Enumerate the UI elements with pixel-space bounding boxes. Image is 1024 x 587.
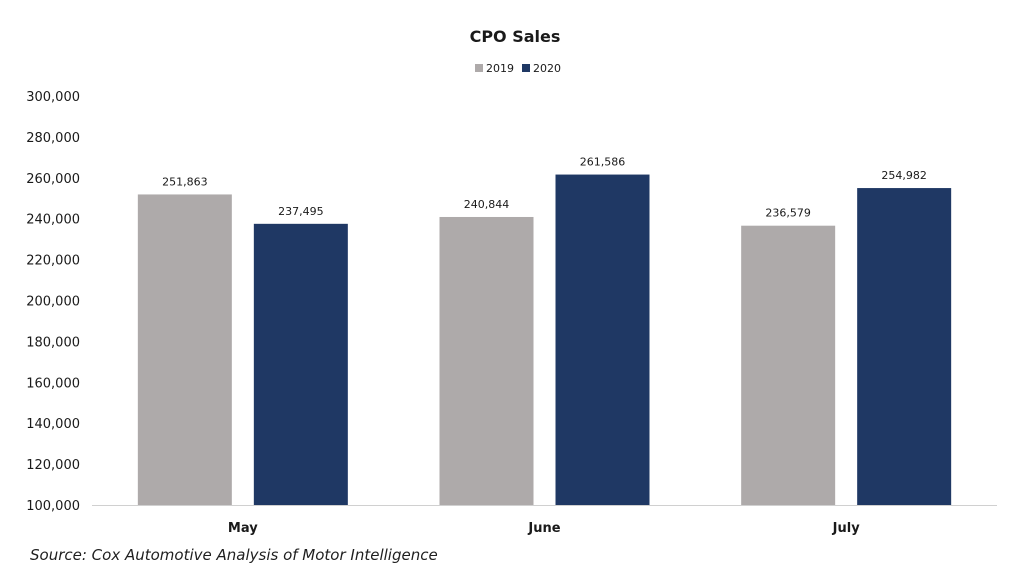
- source-note: Source: Cox Automotive Analysis of Motor…: [30, 546, 438, 564]
- bar-2019-july: [741, 225, 836, 506]
- y-tick-label: 300,000: [26, 90, 80, 105]
- bar-2020-june: [555, 174, 650, 505]
- bar-2020-july: [857, 188, 952, 505]
- data-label: 254,982: [881, 169, 927, 182]
- data-label: 261,586: [580, 156, 626, 169]
- y-tick-label: 200,000: [26, 295, 80, 310]
- y-tick-label: 280,000: [26, 131, 80, 146]
- bars: [137, 174, 952, 506]
- legend-swatch-2020: [522, 64, 530, 72]
- chart-legend: 2019 2020: [475, 62, 561, 75]
- data-label: 251,863: [162, 175, 208, 188]
- x-category-label: June: [527, 521, 560, 536]
- y-tick-label: 240,000: [26, 213, 80, 228]
- y-tick-label: 180,000: [26, 335, 80, 350]
- bar-2020-may: [253, 223, 348, 505]
- y-tick-label: 100,000: [26, 499, 80, 514]
- legend-label-2019: 2019: [486, 62, 514, 75]
- data-label: 240,844: [464, 198, 510, 211]
- data-label: 237,495: [278, 205, 324, 218]
- y-tick-label: 120,000: [26, 458, 80, 473]
- y-tick-label: 140,000: [26, 417, 80, 432]
- legend-swatch-2019: [475, 64, 483, 72]
- x-category-label: July: [832, 521, 861, 536]
- y-tick-label: 220,000: [26, 254, 80, 269]
- chart-title: CPO Sales: [470, 27, 561, 46]
- y-axis: 100,000 120,000 140,000 160,000 180,000 200,0…: [26, 90, 80, 514]
- data-label: 236,579: [765, 207, 811, 220]
- x-category-label: May: [228, 521, 258, 536]
- bar-2019-june: [439, 216, 534, 506]
- value-labels: 251,863 237,495 240,844 261,586 236,579 254,9…: [162, 156, 927, 220]
- y-tick-label: 160,000: [26, 376, 80, 391]
- bar-2019-may: [137, 194, 232, 505]
- y-tick-label: 260,000: [26, 172, 80, 187]
- legend-label-2020: 2020: [533, 62, 561, 75]
- x-axis: May June July: [92, 505, 997, 536]
